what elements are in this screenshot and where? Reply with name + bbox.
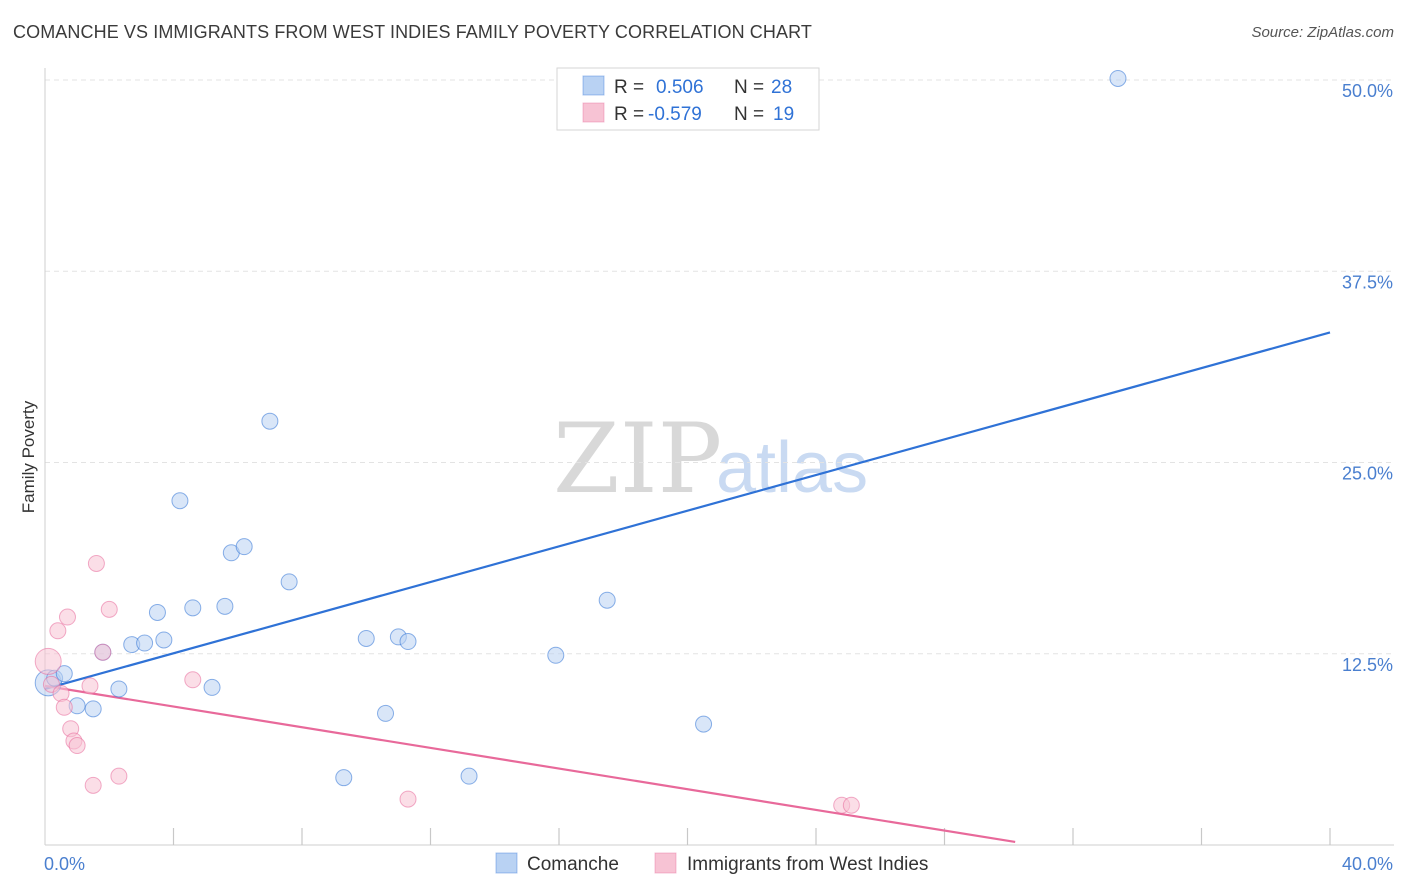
source-label: Source: ZipAtlas.com (1251, 24, 1394, 41)
legend-n-label-0: N = (734, 77, 764, 98)
point-west-indies (34, 647, 62, 675)
point-comanche (1109, 69, 1127, 87)
legend-r-label-0: R = (614, 77, 644, 98)
legend-stats-swatch-west-indies (582, 102, 605, 123)
point-west-indies (68, 737, 86, 755)
trend-lines (44, 331, 1331, 844)
legend-swatch-west-indies (654, 852, 677, 874)
point-west-indies (81, 677, 99, 695)
legend-swatch-comanche (495, 852, 518, 874)
data-points (34, 69, 1127, 814)
point-west-indies (55, 698, 73, 716)
point-comanche (84, 700, 102, 718)
y-tick-label: 12.5% (1342, 655, 1393, 675)
y-tick-labels: 12.5% 25.0% 37.5% 50.0% (1342, 81, 1393, 675)
y-tick-label: 25.0% (1342, 464, 1393, 484)
legend-label-west-indies: Immigrants from West Indies (687, 854, 928, 875)
point-west-indies (52, 685, 70, 703)
point-comanche (55, 665, 73, 683)
point-comanche (695, 715, 713, 733)
y-tick-label: 50.0% (1342, 81, 1393, 101)
axes (44, 68, 1394, 846)
point-comanche (335, 769, 353, 787)
point-comanche (155, 631, 173, 649)
point-west-indies (100, 600, 118, 618)
legend-series: Comanche Immigrants from West Indies (495, 852, 928, 875)
legend-stats: R = 0.506 N = 28 R = -0.579 N = 19 (556, 67, 820, 131)
point-comanche (235, 538, 253, 556)
point-comanche (261, 412, 279, 430)
legend-n-label-1: N = (734, 104, 764, 125)
point-comanche (203, 678, 221, 696)
legend-n-value-0: 28 (771, 77, 792, 98)
x-ticks (172, 828, 1331, 845)
point-west-indies (49, 622, 67, 640)
watermark-zip: ZIP (553, 403, 722, 515)
trend-line-comanche (44, 331, 1331, 690)
point-west-indies (87, 554, 105, 572)
point-west-indies (399, 790, 417, 808)
point-comanche (171, 492, 189, 510)
legend-r-label-1: R = (614, 104, 644, 125)
point-comanche (377, 704, 395, 722)
point-west-indies (110, 767, 128, 785)
legend-r-value-1: -0.579 (648, 104, 702, 125)
point-comanche (136, 634, 154, 652)
point-comanche (460, 767, 478, 785)
point-west-indies (184, 671, 202, 689)
point-comanche (598, 591, 616, 609)
point-comanche (547, 646, 565, 664)
point-comanche (216, 597, 234, 615)
trend-line-west-indies (44, 684, 1016, 844)
legend-stats-swatch-comanche (582, 75, 605, 96)
point-comanche (148, 603, 166, 621)
point-west-indies (842, 796, 860, 814)
point-comanche (110, 680, 128, 698)
point-west-indies (94, 643, 112, 661)
legend-r-value-0: 0.506 (656, 77, 704, 98)
grid-lines (45, 79, 1394, 655)
point-comanche (357, 629, 375, 647)
legend-label-comanche: Comanche (527, 854, 619, 875)
x-tick-label-min: 0.0% (44, 854, 85, 874)
point-west-indies (84, 776, 102, 794)
point-comanche (399, 633, 417, 651)
point-west-indies (58, 608, 76, 626)
x-tick-label-max: 40.0% (1342, 854, 1393, 874)
y-axis-label: Family Poverty (19, 400, 38, 513)
point-comanche (280, 573, 298, 591)
legend-n-value-1: 19 (773, 104, 794, 125)
chart-title: COMANCHE VS IMMIGRANTS FROM WEST INDIES … (13, 22, 812, 42)
point-comanche (184, 599, 202, 617)
y-tick-label: 37.5% (1342, 272, 1393, 292)
